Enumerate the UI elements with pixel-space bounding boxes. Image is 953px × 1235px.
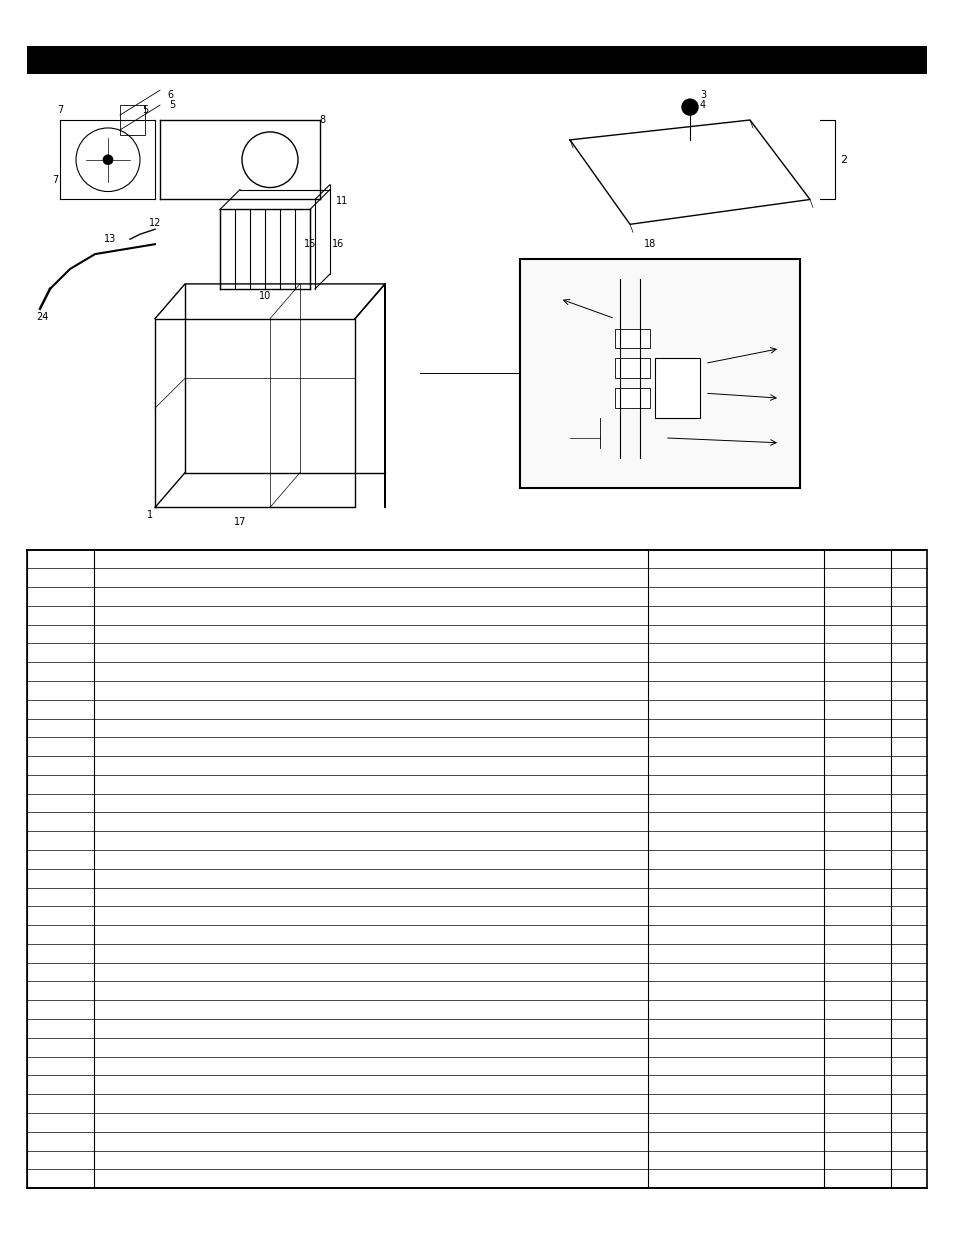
Bar xyxy=(27,550,926,1188)
Text: 2: 2 xyxy=(840,154,846,164)
Text: 7: 7 xyxy=(51,174,58,184)
Bar xyxy=(615,329,649,348)
Text: 13: 13 xyxy=(104,235,116,245)
Text: 1: 1 xyxy=(147,510,152,520)
Text: 6: 6 xyxy=(167,90,172,100)
Text: 15: 15 xyxy=(303,240,315,249)
Text: 11: 11 xyxy=(335,196,348,206)
Text: 5: 5 xyxy=(169,100,175,110)
Bar xyxy=(120,105,145,135)
Circle shape xyxy=(681,99,698,115)
Text: 24: 24 xyxy=(36,311,49,321)
Text: 7: 7 xyxy=(57,105,63,115)
Text: 5: 5 xyxy=(142,105,148,115)
Text: 17: 17 xyxy=(233,517,246,527)
Text: 10: 10 xyxy=(258,290,271,301)
Bar xyxy=(615,388,649,408)
Circle shape xyxy=(103,154,112,164)
Bar xyxy=(655,358,700,417)
Text: 12: 12 xyxy=(149,219,161,228)
Text: 8: 8 xyxy=(318,115,325,125)
Bar xyxy=(519,259,800,488)
Bar xyxy=(615,358,649,378)
Text: 18: 18 xyxy=(643,240,656,249)
Text: 4: 4 xyxy=(700,100,705,110)
Text: 16: 16 xyxy=(332,240,344,249)
Bar xyxy=(27,46,926,74)
Text: 3: 3 xyxy=(700,90,705,100)
